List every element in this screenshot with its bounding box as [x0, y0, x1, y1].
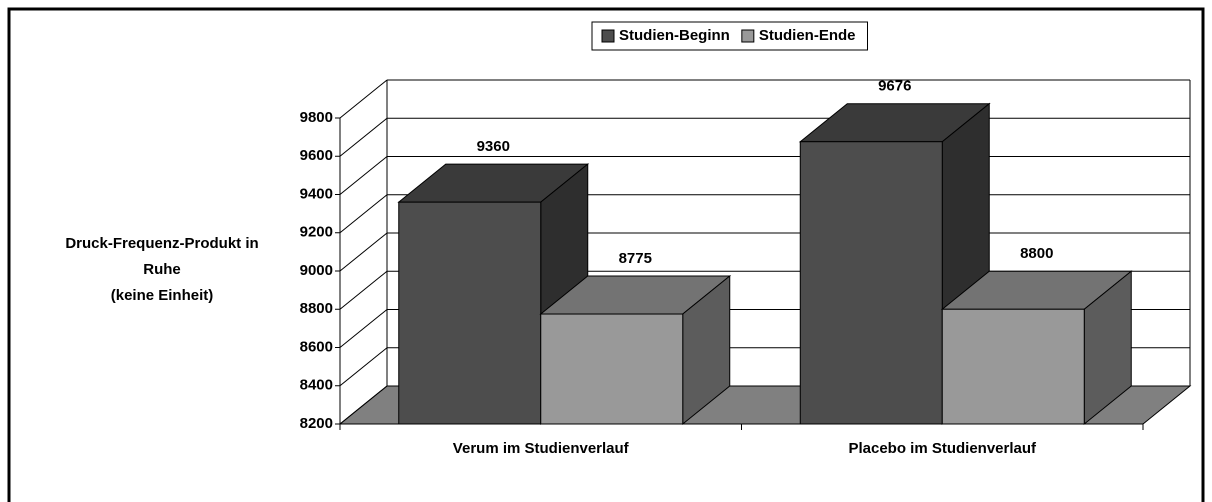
grid-line	[339, 117, 388, 157]
frame	[7, 7, 1205, 502]
bar-front	[398, 201, 542, 425]
y-tick-label: 8600	[300, 338, 333, 355]
bar	[798, 102, 991, 426]
y-axis-label: Ruhe	[143, 261, 181, 278]
legend-label: Studien-Beginn	[619, 27, 730, 44]
grid-line	[339, 347, 388, 387]
y-axis-label: (keine Einheit)	[111, 287, 214, 304]
y-tick-label: 9800	[300, 109, 333, 126]
grid-line	[339, 156, 388, 195]
data-label: 8775	[619, 250, 652, 267]
bar	[539, 274, 732, 426]
y-axis-label: Druck-Frequenz-Produkt in	[65, 235, 258, 252]
legend: Studien-Beginn Studien-Ende	[591, 21, 868, 51]
y-tick-label: 8800	[300, 300, 333, 317]
y-tick-label: 9400	[300, 185, 333, 202]
data-label: 9360	[477, 138, 510, 155]
x-tick-label: Placebo im Studienverlauf	[848, 440, 1037, 457]
bar-front	[941, 308, 1085, 425]
legend-swatch	[601, 29, 615, 43]
y-tick-label: 8200	[300, 415, 333, 432]
bar	[940, 270, 1133, 426]
bar-front	[540, 313, 684, 425]
y-tick-label: 9600	[300, 147, 333, 164]
legend-label: Studien-Ende	[759, 27, 856, 44]
grid-line	[339, 385, 388, 425]
y-tick-label: 8400	[300, 377, 333, 394]
legend-box	[591, 21, 868, 51]
grid-line	[339, 194, 388, 234]
data-label: 9676	[878, 78, 911, 95]
x-tick-label: Verum im Studienverlauf	[453, 440, 630, 457]
y-tick-label: 9200	[300, 224, 333, 241]
grid-line	[339, 79, 388, 119]
grid-line	[339, 232, 388, 272]
grid-line	[339, 309, 388, 348]
bar-front	[799, 141, 943, 425]
data-label: 8800	[1020, 245, 1053, 262]
y-tick-label: 9000	[300, 262, 333, 279]
grid-line	[339, 270, 388, 310]
legend-swatch	[741, 29, 755, 43]
